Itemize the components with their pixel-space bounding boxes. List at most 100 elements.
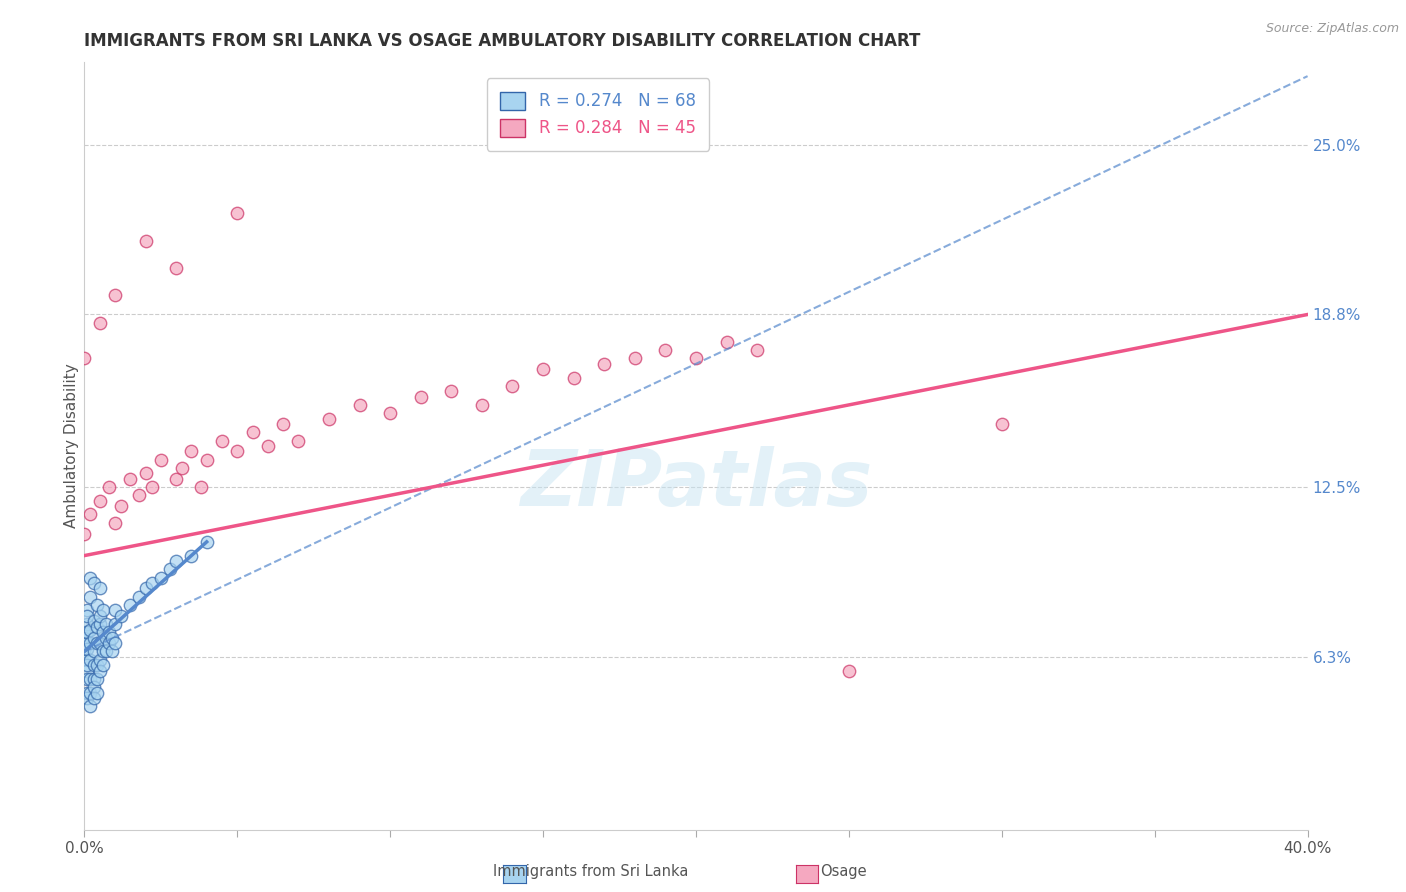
Point	[73, 351, 96, 366]
Point	[471, 398, 494, 412]
Point	[257, 439, 280, 453]
Point	[94, 617, 117, 632]
Point	[159, 562, 181, 576]
Point	[83, 631, 105, 645]
Point	[195, 452, 218, 467]
Point	[242, 425, 264, 440]
Point	[73, 625, 96, 640]
Text: Immigrants from Sri Lanka: Immigrants from Sri Lanka	[494, 863, 688, 879]
Point	[89, 636, 111, 650]
Point	[83, 644, 105, 658]
Point	[79, 672, 101, 686]
Point	[110, 608, 132, 623]
Point	[76, 617, 98, 632]
Point	[76, 653, 98, 667]
Point	[76, 685, 98, 699]
Point	[94, 644, 117, 658]
Point	[94, 631, 117, 645]
Point	[76, 664, 98, 678]
Point	[86, 685, 108, 699]
Point	[271, 417, 294, 431]
Point	[110, 500, 132, 514]
Point	[287, 434, 309, 448]
Point	[180, 549, 202, 563]
Point	[79, 570, 101, 584]
Point	[89, 608, 111, 623]
Point	[79, 590, 101, 604]
Point	[991, 417, 1014, 431]
Point	[172, 461, 194, 475]
Point	[86, 620, 108, 634]
Point	[76, 608, 98, 623]
Point	[79, 685, 101, 699]
Point	[502, 378, 524, 392]
Point	[409, 390, 432, 404]
Point	[716, 334, 738, 349]
Point	[135, 467, 157, 481]
Point	[79, 653, 101, 667]
Point	[149, 452, 172, 467]
Point	[104, 516, 127, 530]
Text: Osage: Osage	[820, 863, 868, 879]
Point	[76, 658, 98, 673]
Point	[97, 636, 120, 650]
Point	[190, 480, 212, 494]
Point	[83, 658, 105, 673]
Point	[79, 508, 101, 522]
Point	[86, 636, 108, 650]
Point	[104, 617, 127, 632]
Point	[128, 590, 150, 604]
Point	[101, 631, 124, 645]
Point	[86, 658, 108, 673]
Point	[97, 480, 120, 494]
Point	[654, 343, 676, 358]
Point	[79, 636, 101, 650]
Point	[73, 631, 96, 645]
Point	[226, 444, 249, 458]
Point	[91, 658, 114, 673]
Point	[83, 615, 105, 629]
Point	[83, 680, 105, 694]
Point	[89, 664, 111, 678]
Point	[104, 636, 127, 650]
Point	[89, 582, 111, 596]
Point	[76, 603, 98, 617]
Point	[135, 234, 157, 248]
Point	[195, 535, 218, 549]
Point	[120, 472, 142, 486]
Point	[562, 370, 585, 384]
Point	[101, 644, 124, 658]
Point	[211, 434, 233, 448]
Legend: R = 0.274   N = 68, R = 0.284   N = 45: R = 0.274 N = 68, R = 0.284 N = 45	[486, 78, 709, 151]
Point	[89, 316, 111, 330]
Point	[86, 598, 108, 612]
Point	[747, 343, 769, 358]
Point	[104, 288, 127, 302]
Point	[76, 691, 98, 706]
Point	[128, 488, 150, 502]
Point	[91, 644, 114, 658]
Point	[149, 570, 172, 584]
Point	[141, 576, 163, 591]
Point	[79, 699, 101, 714]
Text: IMMIGRANTS FROM SRI LANKA VS OSAGE AMBULATORY DISABILITY CORRELATION CHART: IMMIGRANTS FROM SRI LANKA VS OSAGE AMBUL…	[84, 32, 921, 50]
Point	[593, 357, 616, 371]
Point	[226, 206, 249, 220]
Point	[624, 351, 647, 366]
Point	[89, 653, 111, 667]
Point	[86, 672, 108, 686]
Point	[685, 351, 707, 366]
Text: Source: ZipAtlas.com: Source: ZipAtlas.com	[1265, 22, 1399, 36]
Point	[120, 598, 142, 612]
Point	[79, 623, 101, 637]
Point	[531, 362, 554, 376]
Point	[83, 672, 105, 686]
Point	[135, 582, 157, 596]
Point	[141, 480, 163, 494]
Point	[89, 493, 111, 508]
Point	[180, 444, 202, 458]
Point	[165, 472, 187, 486]
Point	[73, 636, 96, 650]
Point	[165, 260, 187, 275]
Point	[104, 603, 127, 617]
